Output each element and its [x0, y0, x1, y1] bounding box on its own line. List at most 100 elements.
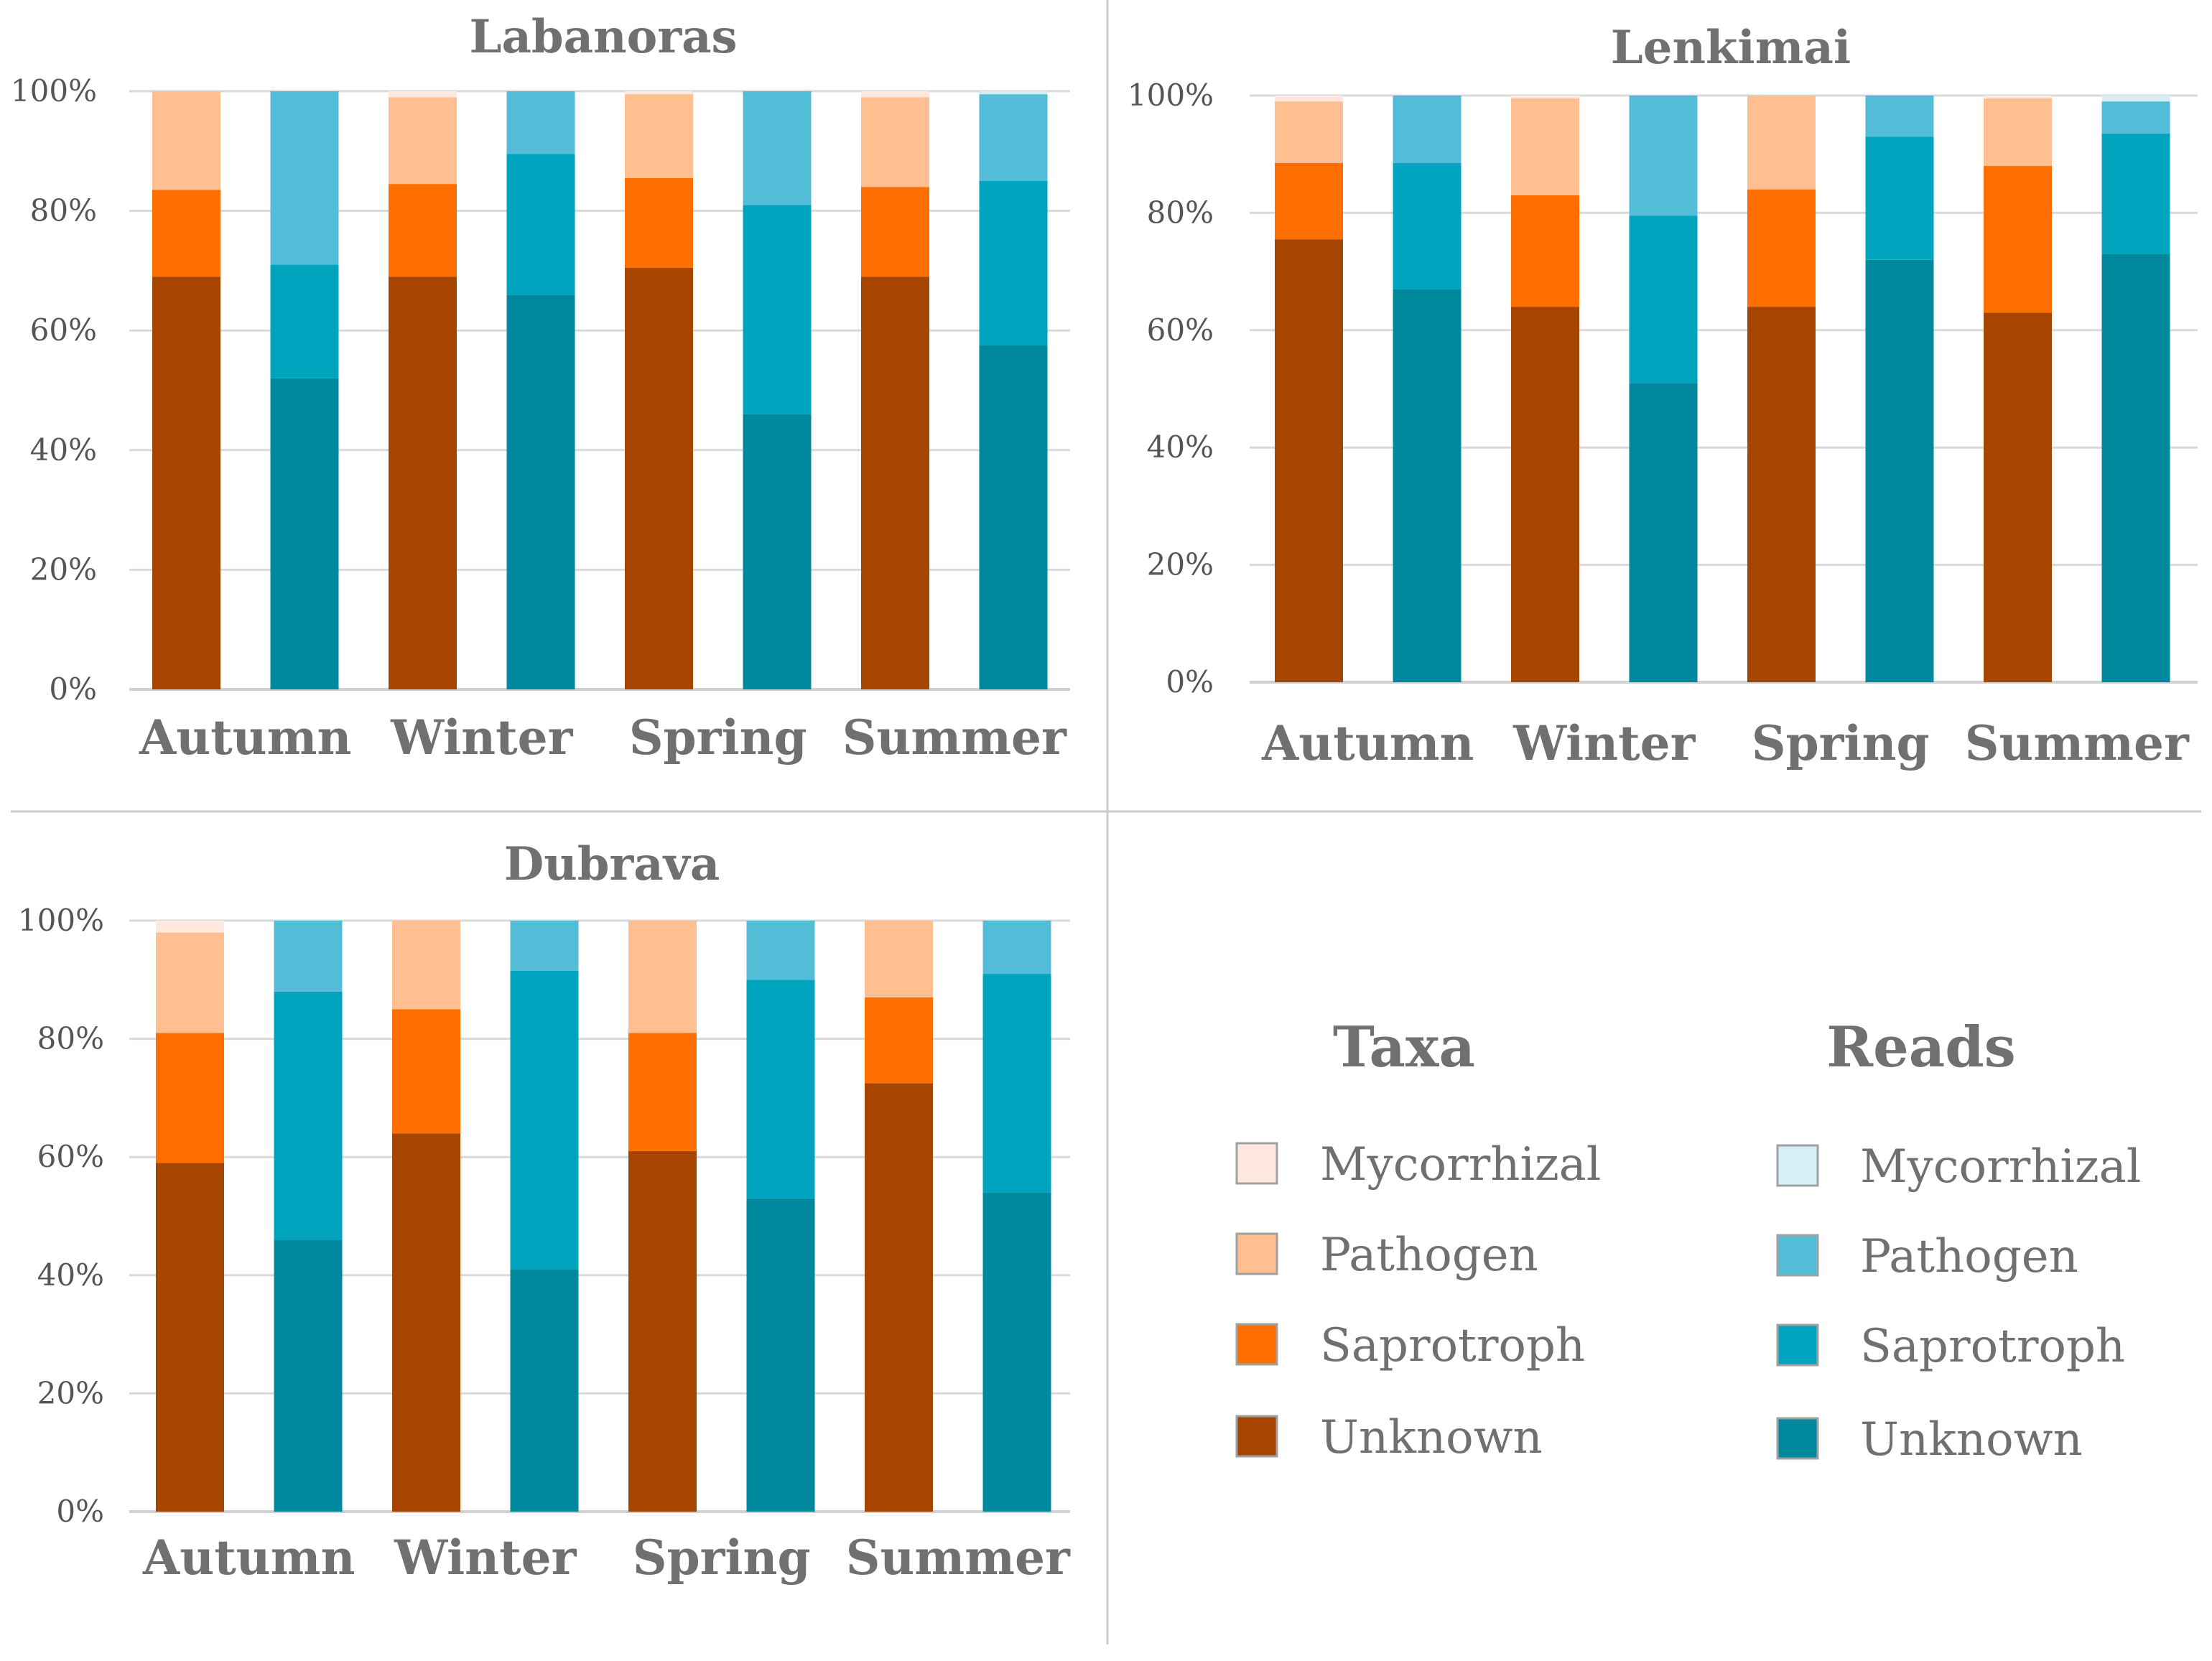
- bar-lenkimai-winter-taxa-mycorrhizal: [1511, 96, 1579, 99]
- bar-labanoras-winter-reads-pathogen: [506, 91, 575, 154]
- bar-lenkimai-autumn-taxa-pathogen: [1275, 101, 1343, 163]
- bar-lenkimai-summer-taxa-mycorrhizal: [1984, 96, 2052, 99]
- bar-dubrava-autumn-taxa-mycorrhizal: [156, 921, 224, 933]
- bar-dubrava-winter-taxa-unknown: [392, 1133, 460, 1512]
- bar-lenkimai-summer-reads-mycorrhizal: [2101, 96, 2170, 102]
- bar-dubrava-autumn-taxa-unknown: [156, 1163, 224, 1512]
- legend-swatch-reads-mycorrhizal: [1776, 1144, 1819, 1187]
- bar-lenkimai-autumn-taxa-unknown: [1275, 239, 1343, 682]
- bar-dubrava-spring-taxa-saprotroph: [628, 1033, 697, 1151]
- y-tick-label-dubrava-3: 60%: [37, 1139, 104, 1174]
- bar-labanoras-autumn-taxa-saprotroph: [152, 190, 220, 277]
- legend-label-taxa-mycorrhizal: Mycorrhizal: [1320, 1138, 1601, 1191]
- bar-dubrava-autumn-reads-pathogen: [274, 921, 343, 992]
- y-tick-label-labanoras-5: 100%: [11, 73, 97, 108]
- legend-swatch-taxa-pathogen: [1235, 1232, 1278, 1275]
- bar-lenkimai-spring-reads-pathogen: [1865, 96, 1934, 137]
- bar-labanoras-autumn-taxa-pathogen: [152, 91, 220, 190]
- bar-labanoras-spring-reads-saprotroph: [743, 205, 812, 414]
- bar-labanoras-winter-taxa-pathogen: [389, 97, 457, 185]
- bar-labanoras-summer-reads-mycorrhizal: [979, 91, 1048, 95]
- bar-lenkimai-spring-taxa-unknown: [1747, 307, 1816, 682]
- bar-lenkimai-winter-reads-pathogen: [1629, 96, 1698, 216]
- bar-labanoras-autumn-taxa-unknown: [152, 276, 220, 690]
- x-category-label-labanoras-spring: Spring: [629, 709, 807, 766]
- legend-label-reads-pathogen: Pathogen: [1860, 1230, 2078, 1283]
- bar-lenkimai-autumn-reads-saprotroph: [1393, 162, 1462, 289]
- y-tick-label-lenkimai-5: 100%: [1128, 78, 1214, 113]
- bar-dubrava-spring-reads-pathogen: [746, 921, 815, 980]
- legend-label-reads-mycorrhizal: Mycorrhizal: [1860, 1140, 2141, 1194]
- bar-dubrava-winter-reads-pathogen: [510, 921, 579, 971]
- y-tick-label-lenkimai-1: 20%: [1147, 547, 1214, 582]
- bar-dubrava-summer-reads-saprotroph: [982, 974, 1051, 1193]
- legend-swatch-reads-unknown: [1776, 1417, 1819, 1460]
- legend-title-reads: Reads: [1826, 1015, 2015, 1080]
- y-tick-label-lenkimai-0: 0%: [1166, 664, 1214, 699]
- bar-lenkimai-summer-reads-pathogen: [2101, 101, 2170, 134]
- bar-lenkimai-autumn-taxa-mycorrhizal: [1275, 96, 1343, 102]
- bar-lenkimai-winter-taxa-unknown: [1511, 307, 1579, 682]
- y-tick-label-dubrava-1: 20%: [37, 1375, 104, 1410]
- bar-labanoras-spring-reads-unknown: [743, 414, 812, 689]
- x-category-label-labanoras-autumn: Autumn: [139, 709, 352, 766]
- x-category-label-dubrava-summer: Summer: [846, 1530, 1071, 1586]
- bar-lenkimai-summer-taxa-saprotroph: [1984, 166, 2052, 313]
- bar-labanoras-autumn-reads-saprotroph: [270, 264, 339, 378]
- bar-labanoras-spring-reads-pathogen: [743, 91, 812, 205]
- bar-dubrava-autumn-reads-saprotroph: [274, 991, 343, 1240]
- x-category-label-dubrava-autumn: Autumn: [142, 1530, 356, 1586]
- bar-dubrava-spring-reads-saprotroph: [746, 980, 815, 1199]
- bar-dubrava-winter-reads-saprotroph: [510, 970, 579, 1270]
- bar-lenkimai-winter-reads-saprotroph: [1629, 215, 1698, 383]
- legend-swatch-reads-saprotroph: [1776, 1323, 1819, 1367]
- bar-labanoras-summer-reads-saprotroph: [979, 180, 1048, 346]
- y-tick-label-labanoras-2: 40%: [30, 432, 97, 467]
- y-tick-label-lenkimai-2: 40%: [1147, 429, 1214, 465]
- y-tick-label-dubrava-5: 100%: [18, 903, 104, 938]
- y-tick-label-dubrava-0: 0%: [56, 1494, 104, 1529]
- x-category-label-labanoras-summer: Summer: [842, 709, 1067, 766]
- bar-lenkimai-spring-taxa-pathogen: [1747, 96, 1816, 190]
- bar-dubrava-winter-taxa-saprotroph: [392, 1009, 460, 1134]
- bar-dubrava-summer-taxa-saprotroph: [865, 997, 933, 1084]
- bar-lenkimai-spring-taxa-saprotroph: [1747, 189, 1816, 307]
- y-tick-label-labanoras-3: 60%: [30, 312, 97, 348]
- bar-lenkimai-summer-reads-unknown: [2101, 253, 2170, 683]
- bar-dubrava-summer-reads-unknown: [982, 1192, 1051, 1512]
- x-category-label-labanoras-winter: Winter: [390, 709, 573, 766]
- chart-title-labanoras: Labanoras: [469, 10, 737, 64]
- bar-labanoras-summer-taxa-mycorrhizal: [861, 91, 929, 98]
- legend-label-reads-unknown: Unknown: [1860, 1413, 2083, 1466]
- bar-labanoras-summer-reads-pathogen: [979, 94, 1048, 181]
- legend-swatch-taxa-unknown: [1235, 1415, 1278, 1458]
- chart-panel-labanoras: Labanoras 0% 20% 40% 60% 80% 100% Autumn Winter S…: [11, 10, 1070, 766]
- bar-lenkimai-winter-reads-unknown: [1629, 383, 1698, 682]
- bar-lenkimai-autumn-reads-unknown: [1393, 289, 1462, 682]
- bar-lenkimai-summer-taxa-unknown: [1984, 312, 2052, 682]
- y-tick-label-labanoras-4: 80%: [30, 193, 97, 228]
- y-tick-label-lenkimai-3: 60%: [1147, 312, 1214, 348]
- bar-labanoras-winter-reads-saprotroph: [506, 154, 575, 295]
- bar-lenkimai-winter-taxa-pathogen: [1511, 98, 1579, 195]
- bar-lenkimai-summer-reads-saprotroph: [2101, 134, 2170, 254]
- bar-labanoras-spring-taxa-pathogen: [625, 94, 693, 178]
- bar-dubrava-autumn-taxa-pathogen: [156, 932, 224, 1033]
- chart-panel-dubrava: Dubrava 0% 20% 40% 60% 80% 100% Autumn Winter Spr…: [18, 837, 1071, 1586]
- bar-labanoras-winter-reads-unknown: [506, 294, 575, 690]
- chart-panel-lenkimai: Lenkimai 0% 20% 40% 60% 80% 100% Autumn Winter Sp…: [1128, 21, 2198, 771]
- x-category-label-dubrava-spring: Spring: [633, 1530, 811, 1586]
- chart-title-dubrava: Dubrava: [504, 837, 720, 891]
- bar-labanoras-summer-reads-unknown: [979, 345, 1048, 689]
- bar-dubrava-summer-taxa-unknown: [865, 1083, 933, 1512]
- bar-lenkimai-spring-reads-saprotroph: [1865, 136, 1934, 260]
- bar-labanoras-spring-taxa-saprotroph: [625, 177, 693, 268]
- bar-dubrava-spring-taxa-unknown: [628, 1150, 697, 1512]
- bar-labanoras-summer-taxa-pathogen: [861, 97, 929, 187]
- bar-dubrava-spring-reads-unknown: [746, 1198, 815, 1512]
- legend-swatch-taxa-saprotroph: [1235, 1323, 1278, 1366]
- y-tick-label-lenkimai-4: 80%: [1147, 195, 1214, 230]
- legend: Taxa Reads Mycorrhizal Pathogen Saprotro…: [1235, 1015, 2141, 1466]
- bar-lenkimai-spring-reads-unknown: [1865, 259, 1934, 682]
